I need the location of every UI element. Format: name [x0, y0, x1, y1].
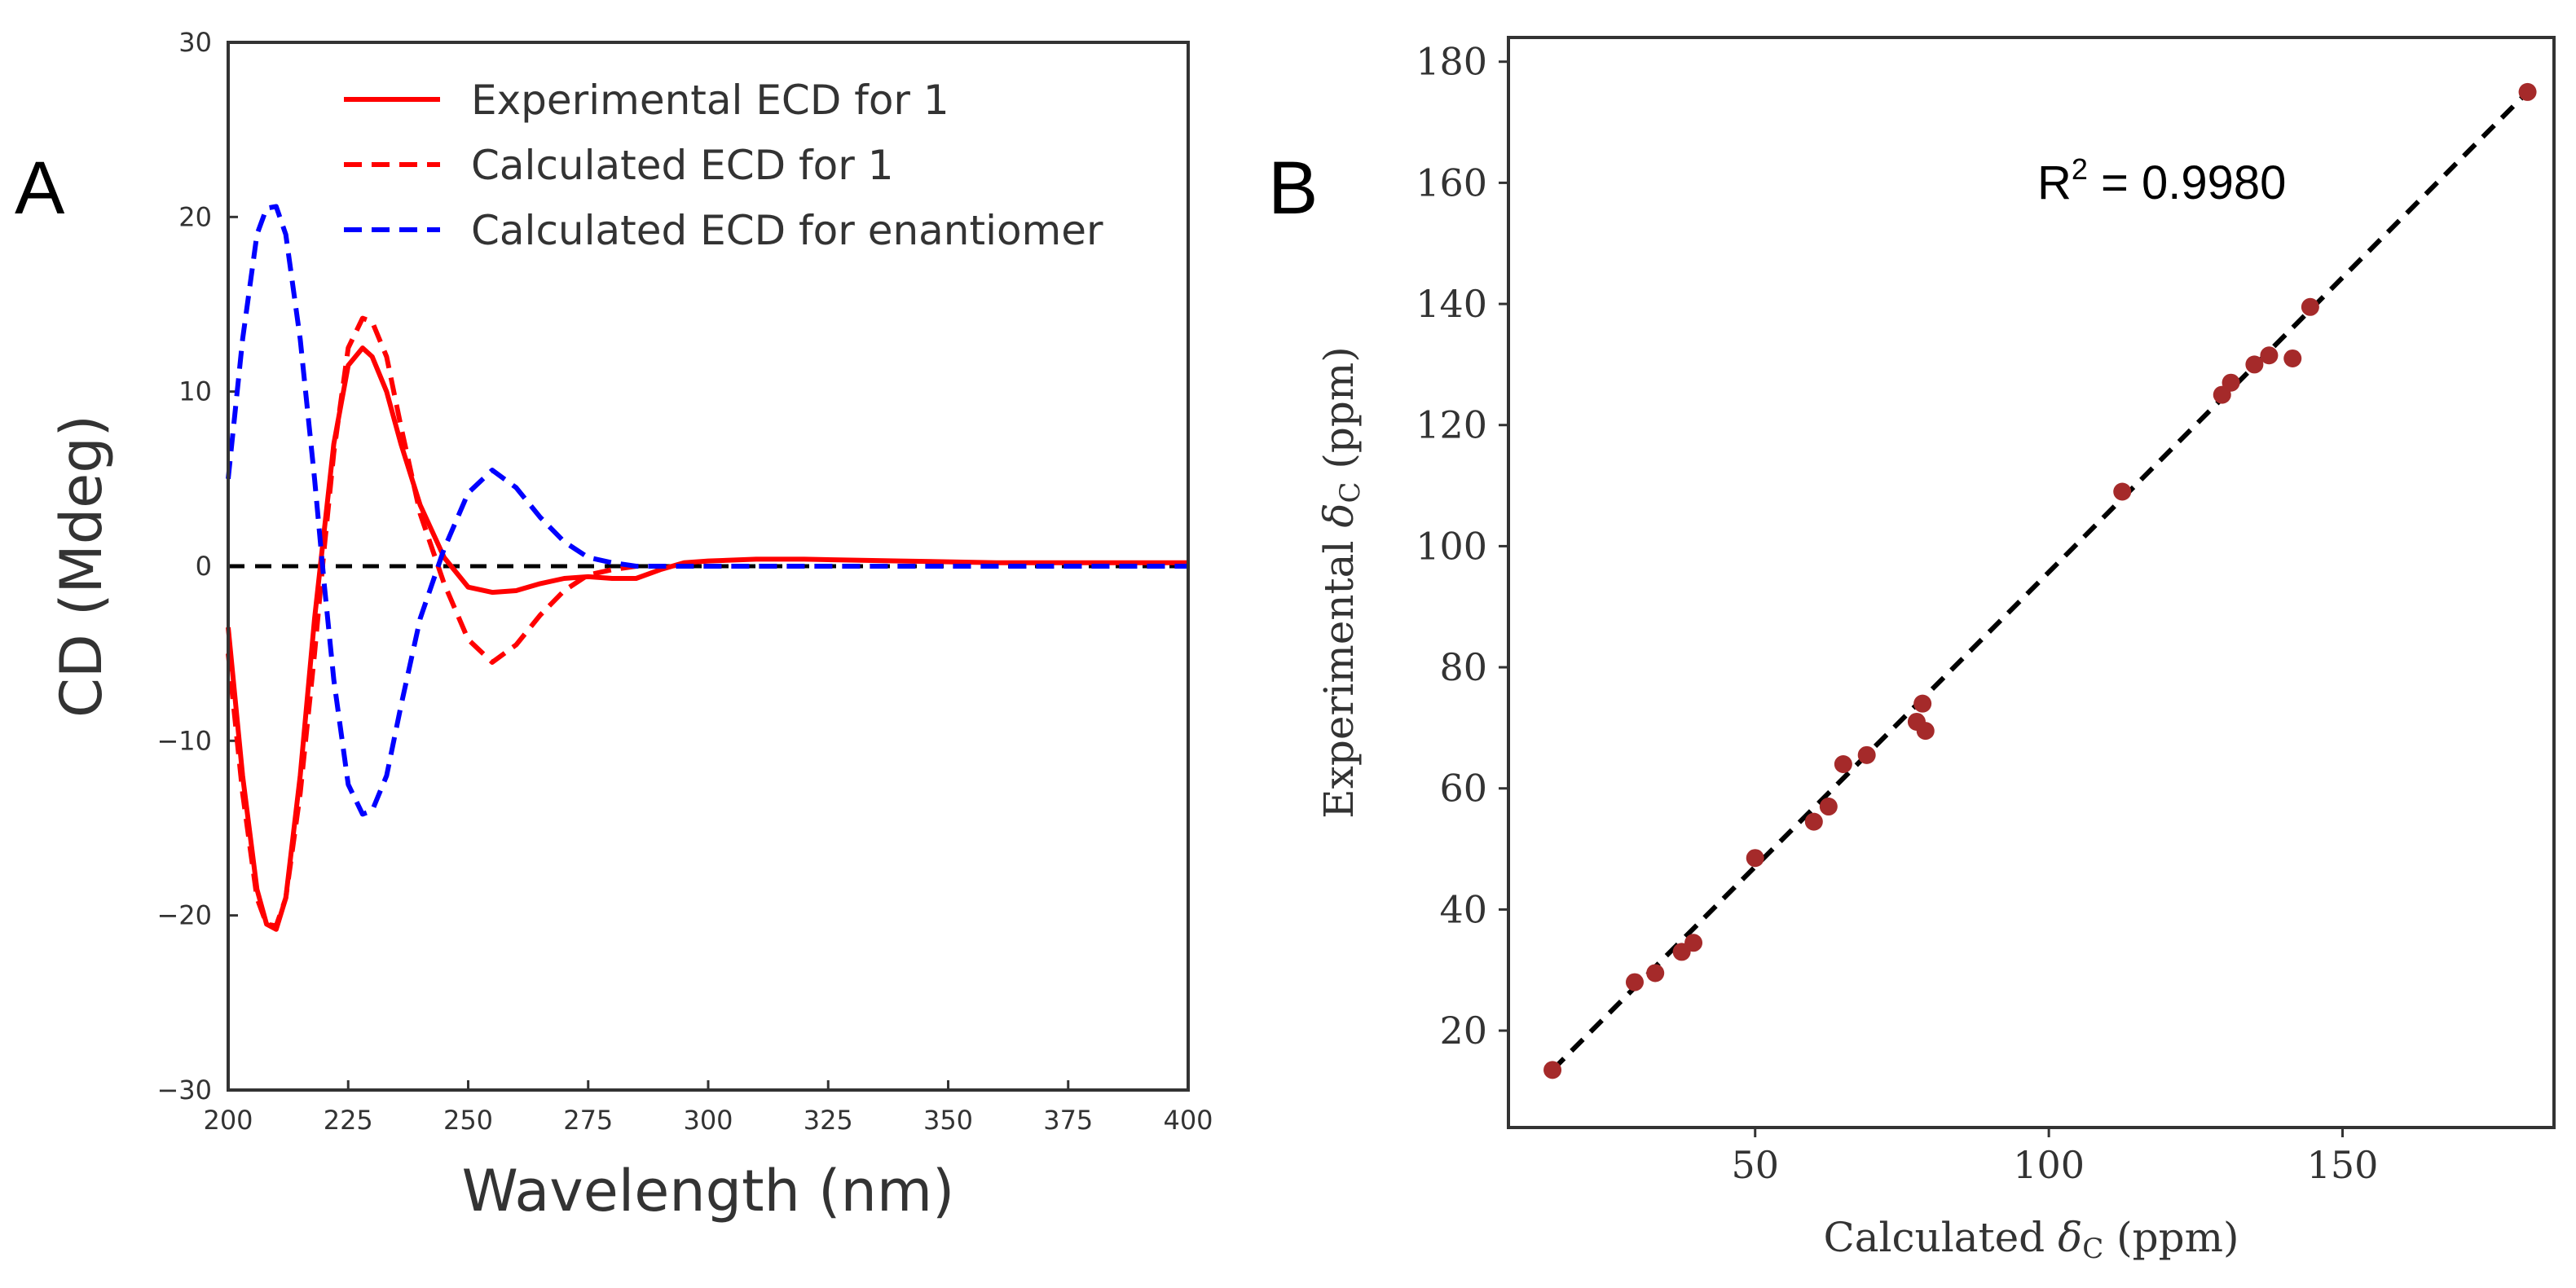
x-tick-label: 225 [324, 1105, 373, 1136]
x-label-subscript: C [2082, 1233, 2103, 1265]
data-point [2283, 349, 2302, 367]
panel-label-b: B [1268, 147, 1318, 230]
calculated-ecd-line [226, 315, 1188, 929]
enantiomer-ecd-line [226, 204, 1188, 817]
panel-a-ecd-chart: 200 225 250 275 300 325 350 375 400 −30 −20 −10 0 10 2… [48, 27, 1213, 1224]
y-tick-label: 40 [1439, 887, 1487, 931]
y-tick-label: 80 [1439, 645, 1487, 689]
r-squared-annotation: R2 = 0.9980 [2037, 152, 2286, 209]
x-label-main: Calculated [1823, 1214, 2058, 1261]
panel-b-fit-line [1550, 90, 2530, 1072]
y-tick-label: 160 [1416, 160, 1487, 204]
y-tick-label: 0 [196, 551, 212, 582]
data-point [1819, 798, 1838, 816]
data-point [2260, 346, 2279, 365]
data-point [1543, 1061, 1562, 1079]
x-tick-label: 300 [683, 1105, 733, 1136]
y-tick-label: 30 [178, 27, 212, 58]
y-label-main: Experimental [1315, 528, 1363, 819]
data-point [1857, 745, 1876, 764]
y-tick-label: −20 [156, 900, 212, 931]
y-label-subscript: C [1334, 482, 1367, 503]
x-tick-label: 50 [1731, 1143, 1779, 1187]
panel-b-y-axis-label: Experimental δC (ppm) [1315, 346, 1367, 819]
panel-a-legend: Experimental ECD for 1 Calculated ECD fo… [344, 77, 1103, 254]
panel-label-a: A [15, 147, 65, 230]
x-tick-label: 375 [1043, 1105, 1093, 1136]
x-tick-label: 400 [1163, 1105, 1213, 1136]
data-point [2222, 373, 2240, 392]
y-tick-label: 180 [1416, 40, 1487, 84]
panel-a-series [226, 204, 1188, 932]
panel-b-nmr-correlation-chart: 50 100 150 20 40 60 80 100 120 140 160 180 Calculat… [1315, 36, 2556, 1265]
legend-label-enantiomer: Calculated ECD for enantiomer [471, 207, 1103, 254]
panel-b-tick-labels: 50 100 150 20 40 60 80 100 120 140 160 180 [1416, 40, 2378, 1187]
r-squared-r: R [2037, 156, 2072, 209]
y-tick-label: 60 [1439, 767, 1487, 811]
y-tick-label: 20 [1439, 1009, 1487, 1053]
x-label-unit: (ppm) [2103, 1214, 2239, 1261]
x-tick-label: 150 [2307, 1143, 2379, 1187]
panel-a-y-axis-label: CD (Mdeg) [48, 415, 115, 718]
y-tick-label: −30 [156, 1075, 212, 1106]
y-tick-label: 140 [1416, 282, 1487, 326]
data-point [1916, 722, 1935, 741]
data-point [2245, 355, 2264, 374]
y-tick-label: 10 [178, 376, 212, 407]
x-tick-label: 325 [804, 1105, 853, 1136]
y-tick-label: 20 [178, 201, 212, 232]
data-point [2518, 82, 2537, 101]
experimental-ecd-line [226, 345, 1188, 932]
data-point [1834, 755, 1852, 773]
panel-a-plot-frame [227, 41, 1190, 1092]
panel-b-x-axis-label: Calculated δC (ppm) [1823, 1214, 2239, 1265]
x-tick-label: 350 [923, 1105, 973, 1136]
x-tick-label: 200 [203, 1105, 253, 1136]
data-point [1646, 964, 1665, 982]
panel-b-plot-frame [1507, 36, 2556, 1129]
data-point [1746, 849, 1764, 868]
data-point [1625, 973, 1644, 991]
legend-label-calculated: Calculated ECD for 1 [471, 142, 894, 189]
x-tick-label: 250 [443, 1105, 493, 1136]
r-squared-superscript: 2 [2072, 152, 2088, 186]
x-tick-label: 100 [2013, 1143, 2085, 1187]
panel-a-x-axis-label: Wavelength (nm) [462, 1158, 955, 1224]
data-point [1804, 812, 1823, 831]
legend-label-experimental: Experimental ECD for 1 [471, 77, 949, 124]
y-label-symbol: δ [1315, 503, 1363, 528]
x-tick-label: 275 [563, 1105, 613, 1136]
r-squared-value: = 0.9980 [2088, 156, 2287, 209]
panel-b-ticks [1499, 60, 2345, 1137]
y-tick-label: −10 [156, 725, 212, 756]
y-label-unit: (ppm) [1315, 346, 1363, 481]
y-tick-label: 120 [1416, 403, 1487, 447]
data-point [1684, 934, 1703, 952]
data-point [2301, 297, 2319, 316]
panel-b-points [1543, 82, 2537, 1079]
y-tick-label: 100 [1416, 524, 1487, 568]
data-point [2113, 482, 2132, 501]
x-label-symbol: δ [2058, 1214, 2082, 1261]
data-point [1913, 694, 1932, 713]
panel-a-tick-labels: 200 225 250 275 300 325 350 375 400 −30 −20 −10 0 10 2… [156, 27, 1213, 1136]
